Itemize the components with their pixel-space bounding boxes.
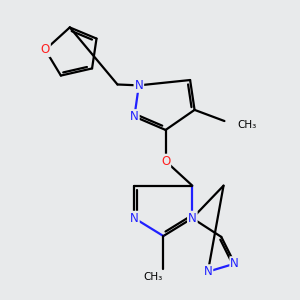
Text: N: N: [130, 212, 139, 225]
Text: O: O: [161, 154, 170, 168]
Text: O: O: [40, 43, 50, 56]
Text: N: N: [204, 265, 212, 278]
Text: N: N: [130, 110, 139, 123]
Text: N: N: [188, 212, 197, 225]
Text: CH₃: CH₃: [143, 272, 163, 282]
Text: N: N: [230, 257, 239, 270]
Text: N: N: [134, 79, 143, 92]
Text: CH₃: CH₃: [237, 120, 256, 130]
